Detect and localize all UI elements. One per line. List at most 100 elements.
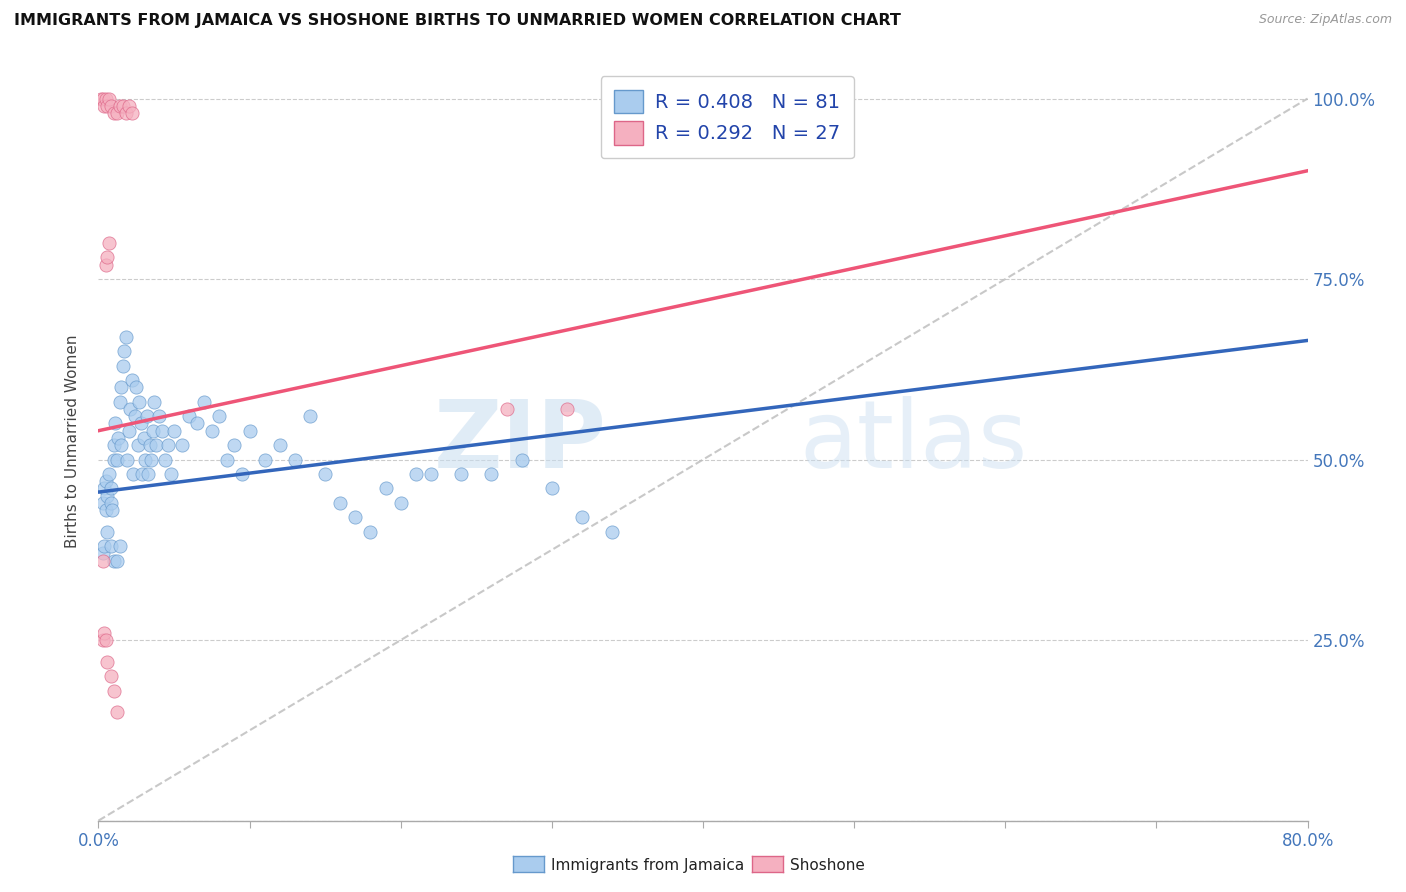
Point [215, 452, 238, 467]
Point [299, 409, 322, 424]
Point [131, 467, 153, 481]
Point [103, 438, 125, 452]
Point [314, 467, 336, 481]
Point [103, 106, 125, 120]
Point [208, 409, 231, 424]
Point [104, 417, 127, 431]
Point [100, 496, 122, 510]
Point [100, 482, 122, 496]
Point [253, 452, 276, 467]
Point [143, 394, 166, 409]
Point [94, 258, 117, 272]
Point [124, 409, 146, 424]
Point [193, 394, 215, 409]
Point [129, 417, 152, 431]
Point [239, 424, 262, 438]
Y-axis label: Births to Unmarried Women: Births to Unmarried Women [65, 334, 80, 549]
Point [540, 482, 562, 496]
Point [94, 503, 117, 517]
Point [96, 251, 118, 265]
Point [96, 524, 118, 539]
Point [142, 424, 165, 438]
Point [101, 503, 124, 517]
Point [100, 669, 122, 683]
Point [153, 452, 176, 467]
Point [94, 475, 117, 489]
Point [224, 438, 246, 452]
Point [360, 524, 382, 539]
Point [93, 626, 115, 640]
Point [160, 467, 183, 481]
Point [128, 394, 150, 409]
Point [98, 235, 121, 250]
Point [450, 467, 472, 481]
Point [145, 438, 167, 452]
Point [93, 99, 115, 113]
Point [122, 467, 145, 481]
Point [108, 539, 131, 553]
Point [555, 402, 578, 417]
Point [201, 424, 224, 438]
Point [571, 510, 593, 524]
Point [110, 438, 132, 452]
Point [91, 554, 114, 568]
Text: IMMIGRANTS FROM JAMAICA VS SHOSHONE BIRTHS TO UNMARRIED WOMEN CORRELATION CHART: IMMIGRANTS FROM JAMAICA VS SHOSHONE BIRT… [14, 13, 901, 29]
Point [91, 633, 114, 648]
Point [103, 554, 125, 568]
Point [105, 106, 128, 120]
Point [420, 467, 443, 481]
Legend: R = 0.408   N = 81, R = 0.292   N = 27: R = 0.408 N = 81, R = 0.292 N = 27 [600, 76, 853, 159]
Text: Source: ZipAtlas.com: Source: ZipAtlas.com [1258, 13, 1392, 27]
Point [602, 524, 624, 539]
Point [344, 510, 367, 524]
Point [108, 394, 131, 409]
Point [186, 417, 208, 431]
Point [125, 380, 148, 394]
Point [110, 380, 132, 394]
Point [127, 438, 149, 452]
Point [93, 482, 115, 496]
Point [100, 539, 122, 553]
Point [98, 91, 121, 105]
Point [112, 344, 135, 359]
Point [269, 438, 291, 452]
Text: Immigrants from Jamaica: Immigrants from Jamaica [551, 858, 744, 872]
Point [150, 424, 173, 438]
Point [141, 452, 163, 467]
Point [93, 539, 115, 553]
Point [105, 706, 128, 720]
Point [94, 91, 117, 105]
Point [94, 633, 117, 648]
Point [481, 467, 503, 481]
Point [105, 452, 128, 467]
Point [91, 496, 114, 510]
Point [134, 452, 156, 467]
Point [96, 99, 118, 113]
Point [103, 452, 125, 467]
Point [91, 91, 114, 105]
Point [111, 359, 134, 373]
Point [91, 546, 114, 560]
Point [114, 106, 136, 120]
Point [284, 452, 307, 467]
Point [163, 424, 186, 438]
Point [139, 438, 162, 452]
Point [135, 409, 157, 424]
Point [121, 373, 143, 387]
Point [118, 424, 141, 438]
Point [120, 402, 142, 417]
Point [103, 683, 125, 698]
Point [98, 467, 121, 481]
Text: atlas: atlas [800, 395, 1028, 488]
Point [96, 489, 118, 503]
Point [115, 452, 138, 467]
Point [374, 482, 396, 496]
Point [132, 431, 155, 445]
Point [179, 409, 201, 424]
Point [108, 99, 131, 113]
Text: Shoshone: Shoshone [790, 858, 865, 872]
Point [136, 467, 159, 481]
Point [231, 467, 253, 481]
Point [148, 409, 170, 424]
Point [105, 554, 128, 568]
